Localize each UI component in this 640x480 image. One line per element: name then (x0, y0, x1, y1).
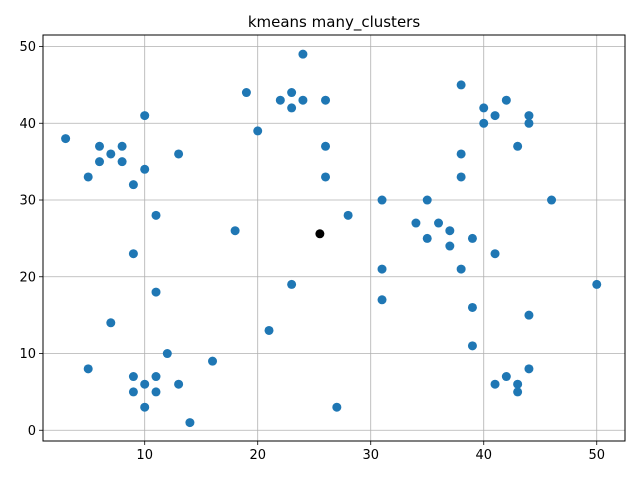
data-point (287, 103, 297, 113)
data-point (377, 264, 387, 274)
data-point (513, 379, 523, 389)
data-points (61, 49, 602, 428)
data-point (174, 149, 184, 159)
data-point (95, 157, 105, 167)
data-point (151, 372, 161, 382)
centroid-layer (315, 229, 325, 239)
plot-frame (42, 34, 626, 442)
data-point (321, 172, 331, 182)
data-point (456, 149, 466, 159)
data-point (83, 364, 93, 374)
y-tick-label: 50 (19, 40, 36, 55)
data-point (377, 295, 387, 305)
data-point (467, 302, 477, 312)
data-point (128, 249, 138, 259)
data-point (162, 349, 172, 359)
data-point (117, 157, 127, 167)
data-point (174, 379, 184, 389)
data-point (83, 172, 93, 182)
data-point (95, 141, 105, 151)
data-point (422, 233, 432, 243)
data-point (151, 210, 161, 220)
data-point (61, 134, 71, 144)
data-point (479, 118, 489, 128)
data-point (230, 226, 240, 236)
data-point (298, 95, 308, 105)
x-tick-label: 40 (475, 448, 492, 463)
data-point (117, 141, 127, 151)
data-point (422, 195, 432, 205)
x-tick-label: 50 (588, 448, 605, 463)
data-point (298, 49, 308, 59)
grid-lines (43, 35, 625, 441)
y-tick-label: 30 (19, 194, 36, 209)
x-tick-label: 10 (136, 448, 153, 463)
data-point (151, 287, 161, 297)
data-point (490, 249, 500, 259)
data-point (411, 218, 421, 228)
data-point (524, 364, 534, 374)
data-point (106, 149, 116, 159)
data-point (241, 88, 251, 98)
data-point (264, 325, 274, 335)
data-point (140, 379, 150, 389)
y-tick-label: 40 (19, 117, 36, 132)
data-point (592, 279, 602, 289)
data-point (208, 356, 218, 366)
data-point (321, 141, 331, 151)
data-point (456, 264, 466, 274)
data-point (106, 318, 116, 328)
data-point (321, 95, 331, 105)
data-point (287, 279, 297, 289)
data-point (140, 111, 150, 121)
x-tick-label: 20 (249, 448, 266, 463)
data-point (445, 241, 455, 251)
data-point (343, 210, 353, 220)
data-point (377, 195, 387, 205)
data-point (275, 95, 285, 105)
data-point (128, 387, 138, 397)
data-point (456, 172, 466, 182)
data-point (253, 126, 263, 136)
data-point (490, 111, 500, 121)
data-point (185, 418, 195, 428)
y-tick-label: 10 (19, 347, 36, 362)
data-point (128, 372, 138, 382)
data-point (467, 233, 477, 243)
data-point (456, 80, 466, 90)
data-point (140, 402, 150, 412)
centroid-point (315, 229, 325, 239)
data-point (479, 103, 489, 113)
data-point (287, 88, 297, 98)
x-tick-label: 30 (362, 448, 379, 463)
data-point (140, 164, 150, 174)
data-point (501, 372, 511, 382)
data-point (524, 310, 534, 320)
data-point (524, 111, 534, 121)
data-point (513, 141, 523, 151)
y-tick-label: 0 (28, 424, 36, 439)
data-point (467, 341, 477, 351)
data-point (501, 95, 511, 105)
data-point (128, 180, 138, 190)
data-point (490, 379, 500, 389)
axis-ticks: 10 20 30 40 50 0 10 20 30 40 50 (19, 40, 605, 463)
y-tick-label: 20 (19, 270, 36, 285)
data-point (434, 218, 444, 228)
data-point (547, 195, 557, 205)
chart-title: kmeans many_clusters (248, 13, 421, 32)
data-point (524, 118, 534, 128)
data-point (332, 402, 342, 412)
data-point (513, 387, 523, 397)
data-point (151, 387, 161, 397)
data-point (445, 226, 455, 236)
